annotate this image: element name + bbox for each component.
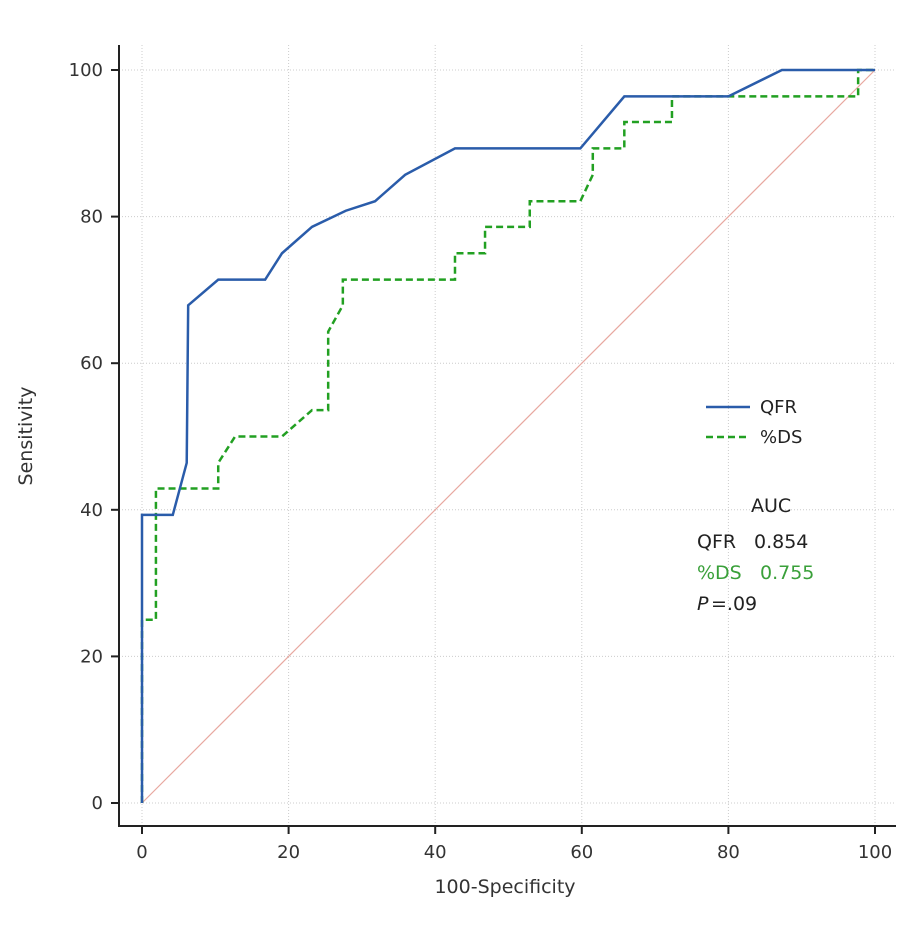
- y-axis-label: Sensitivity: [15, 387, 37, 486]
- auc-header: AUC: [751, 495, 791, 517]
- grid: [119, 45, 896, 826]
- x-tick-label: 40: [424, 842, 447, 863]
- x-tick-label: 80: [717, 842, 740, 863]
- reference-diagonal-line: [141, 69, 876, 804]
- x-tick-label: 20: [277, 842, 300, 863]
- x-tick-label: 100: [858, 842, 892, 863]
- y-tick-label: 40: [80, 500, 103, 521]
- p-label: P: [697, 593, 709, 615]
- y-tick-label: 0: [92, 793, 103, 814]
- qfr-auc-value: 0.854: [754, 531, 808, 553]
- roc-line-qfr: [140, 68, 875, 803]
- auc-annotation: AUC QFR 0.854 %DS 0.755 P =.09: [697, 495, 814, 615]
- x-tick-label: 0: [136, 842, 147, 863]
- y-tick-label: 20: [80, 646, 103, 667]
- y-tick-label: 100: [69, 60, 103, 81]
- y-tick-label: 80: [80, 207, 103, 228]
- ds-auc-value: 0.755: [760, 562, 814, 584]
- x-tick-label: 60: [570, 842, 593, 863]
- legend: QFR %DS: [706, 397, 802, 448]
- ds-auc-label: %DS: [697, 562, 742, 584]
- legend-label-ds: %DS: [760, 427, 802, 448]
- x-axis-label: 100-Specificity: [434, 876, 575, 898]
- p-value: =.09: [711, 593, 757, 615]
- y-tick-label: 60: [80, 353, 103, 374]
- legend-label-qfr: QFR: [760, 397, 797, 418]
- qfr-auc-label: QFR: [697, 531, 736, 553]
- roc-line-ds: [140, 68, 875, 803]
